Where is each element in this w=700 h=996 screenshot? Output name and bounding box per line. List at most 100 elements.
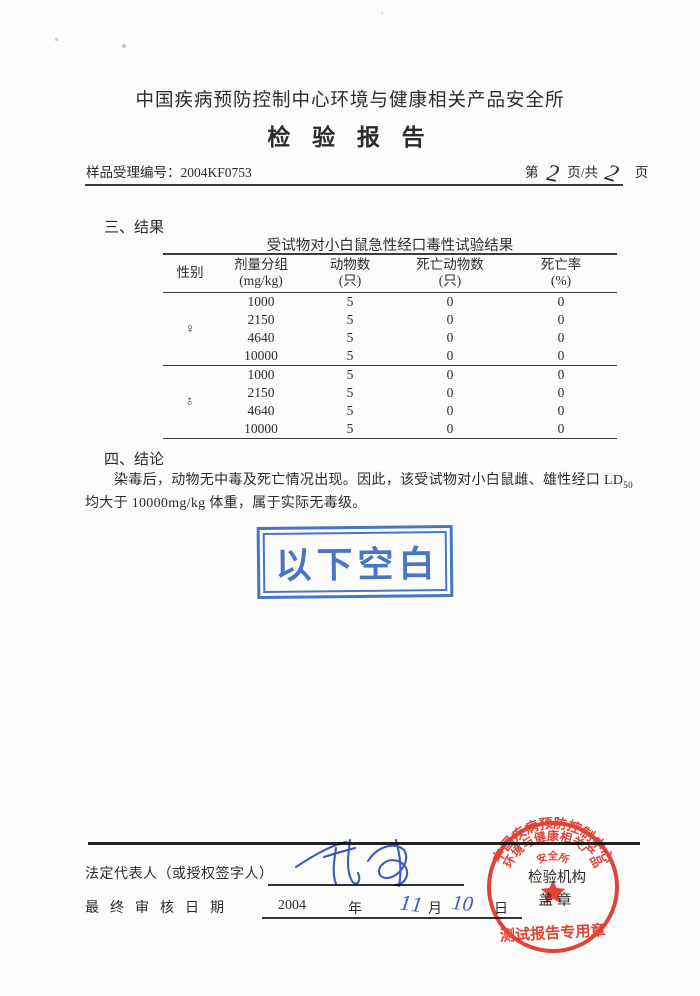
header-divider xyxy=(85,184,623,186)
deaths-value: 0 xyxy=(446,312,454,327)
conclusion-section-heading: 四、结论 xyxy=(104,452,165,468)
animals-value: 5 xyxy=(346,348,354,363)
date-line xyxy=(262,917,522,919)
deaths-value: 0 xyxy=(446,330,454,345)
final-review-date-label: 最终审核日期 xyxy=(85,901,235,916)
inspection-org-label: 检验机构 xyxy=(528,870,586,886)
mortality-value: 0 xyxy=(557,403,565,418)
animals-value: 5 xyxy=(346,330,354,345)
dose-value: 1000 xyxy=(247,294,275,309)
day-unit: 日 xyxy=(494,902,508,917)
sample-number-label: 样品受理编号： xyxy=(86,165,181,180)
ld50-subscript: 50 xyxy=(623,479,633,490)
table-row: 2150 5 0 0 xyxy=(163,384,617,402)
results-table-title: 受试物对小白鼠急性经口毒性试验结果 xyxy=(266,238,514,254)
table-row: ♂ 1000 5 0 0 xyxy=(163,366,617,411)
page-number-line: 第 2 页/共 2 页 xyxy=(525,160,675,188)
table-row: 10000 5 0 0 xyxy=(163,420,617,439)
stamp-circle xyxy=(487,821,619,953)
report-title: 检 验 报 告 xyxy=(267,125,433,150)
col-header-mortality: 死亡率 (%) xyxy=(505,254,617,293)
deaths-value: 0 xyxy=(446,367,454,382)
deaths-value: 0 xyxy=(446,294,454,309)
stamp-arc-inner-text: 安全所 xyxy=(535,850,571,867)
col-header-text: 动物数 xyxy=(329,257,371,272)
deaths-value: 0 xyxy=(446,403,454,418)
table-row: ♀ 1000 5 0 0 xyxy=(163,293,617,336)
col-header-animals: 动物数 (只) xyxy=(305,254,395,293)
blank-below-stamp-inner-border: 以下空白 xyxy=(262,531,448,593)
month-unit: 月 xyxy=(428,902,442,917)
dose-value: 2150 xyxy=(247,312,275,327)
scan-speck xyxy=(122,44,126,48)
col-header-sex: 性别 xyxy=(163,254,217,293)
col-header-text: 剂量分组 xyxy=(234,257,288,272)
footer-divider xyxy=(88,842,640,845)
dose-value: 10000 xyxy=(244,421,278,436)
svg-text:安全所: 安全所 xyxy=(535,850,571,867)
table-row: 4640 5 0 0 xyxy=(163,402,617,420)
page-total-handwritten: 2 xyxy=(600,160,625,188)
sample-number-value: 2004KF0753 xyxy=(180,165,252,180)
col-header-unit: (只) xyxy=(438,273,462,288)
scan-speck xyxy=(381,12,383,14)
animals-value: 5 xyxy=(346,294,354,309)
col-header-text: 死亡率 xyxy=(540,257,582,272)
conclusion-text: 染毒后，动物无中毒及死亡情况出现。因此，该受试物对小白鼠雌、雄性经口 LD xyxy=(114,473,624,488)
female-group: ♀ 1000 5 0 0 2150 5 0 0 4640 5 0 0 xyxy=(163,293,617,366)
stamp-bottom-text: 测试报告专用章 xyxy=(499,921,606,945)
animals-value: 5 xyxy=(346,312,354,327)
signature-line xyxy=(268,884,464,886)
dose-value: 10000 xyxy=(244,348,278,363)
scan-speck xyxy=(55,38,58,41)
blank-below-stamp-text: 以下空白 xyxy=(275,544,440,586)
col-header-deaths: 死亡动物数 (只) xyxy=(395,254,505,293)
dose-value: 2150 xyxy=(247,385,275,400)
results-table: 性别 剂量分组 (mg/kg) 动物数 (只) 死亡动物数 (只) 死亡率 (%) ♀ … xyxy=(163,253,617,439)
conclusion-line-2: 均大于 10000mg/kg 体重，属于实际无毒级。 xyxy=(85,496,367,511)
sex-symbol-female: ♀ xyxy=(184,321,196,336)
col-header-dose: 剂量分组 (mg/kg) xyxy=(217,254,305,293)
sample-number-line: 样品受理编号：2004KF0753 xyxy=(86,161,252,181)
col-header-unit: (%) xyxy=(550,273,572,288)
mortality-value: 0 xyxy=(557,385,565,400)
animals-value: 5 xyxy=(346,385,354,400)
page-suffix: 页 xyxy=(634,165,649,180)
animals-value: 5 xyxy=(346,403,354,418)
page-mid: 页/共 xyxy=(567,165,599,180)
table-row: 2150 5 0 0 xyxy=(163,311,617,329)
results-section-heading: 三、结果 xyxy=(104,220,165,236)
page-prefix: 第 xyxy=(525,165,539,180)
review-year-value: 2004 xyxy=(278,898,306,913)
male-group: ♂ 1000 5 0 0 2150 5 0 0 4640 5 0 0 xyxy=(163,366,617,439)
dose-value: 1000 xyxy=(247,367,275,382)
mortality-value: 0 xyxy=(557,312,565,327)
blank-below-stamp: 以下空白 xyxy=(256,524,454,600)
mortality-value: 0 xyxy=(557,348,565,363)
deaths-value: 0 xyxy=(446,348,454,363)
mortality-value: 0 xyxy=(557,330,565,345)
conclusion-line-1: 染毒后，动物无中毒及死亡情况出现。因此，该受试物对小白鼠雌、雄性经口 LD50 xyxy=(114,469,633,490)
animals-value: 5 xyxy=(346,421,354,436)
review-month-handwritten: 11 xyxy=(398,889,427,918)
deaths-value: 0 xyxy=(446,385,454,400)
year-unit: 年 xyxy=(348,902,362,917)
page-current-handwritten: 2 xyxy=(542,160,563,188)
col-header-text: 性别 xyxy=(176,265,204,280)
table-row: 4640 5 0 0 xyxy=(163,329,617,347)
review-day-handwritten: 10 xyxy=(450,889,475,917)
handwritten-signature xyxy=(294,838,409,888)
seal-here-label: 盖章 xyxy=(538,893,576,909)
org-title: 中国疾病预防控制中心环境与健康相关产品安全所 xyxy=(135,91,565,111)
legal-representative-label: 法定代表人（或授权签字人） xyxy=(85,867,274,882)
animals-value: 5 xyxy=(346,367,354,382)
male-symbol: ♂ xyxy=(180,392,199,411)
table-header-row: 性别 剂量分组 (mg/kg) 动物数 (只) 死亡动物数 (只) 死亡率 (%) xyxy=(163,254,617,293)
dose-value: 4640 xyxy=(247,403,275,418)
deaths-value: 0 xyxy=(446,421,454,436)
table-row: 10000 5 0 0 xyxy=(163,347,617,366)
col-header-unit: (只) xyxy=(338,273,362,288)
mortality-value: 0 xyxy=(557,421,565,436)
mortality-value: 0 xyxy=(557,294,565,309)
